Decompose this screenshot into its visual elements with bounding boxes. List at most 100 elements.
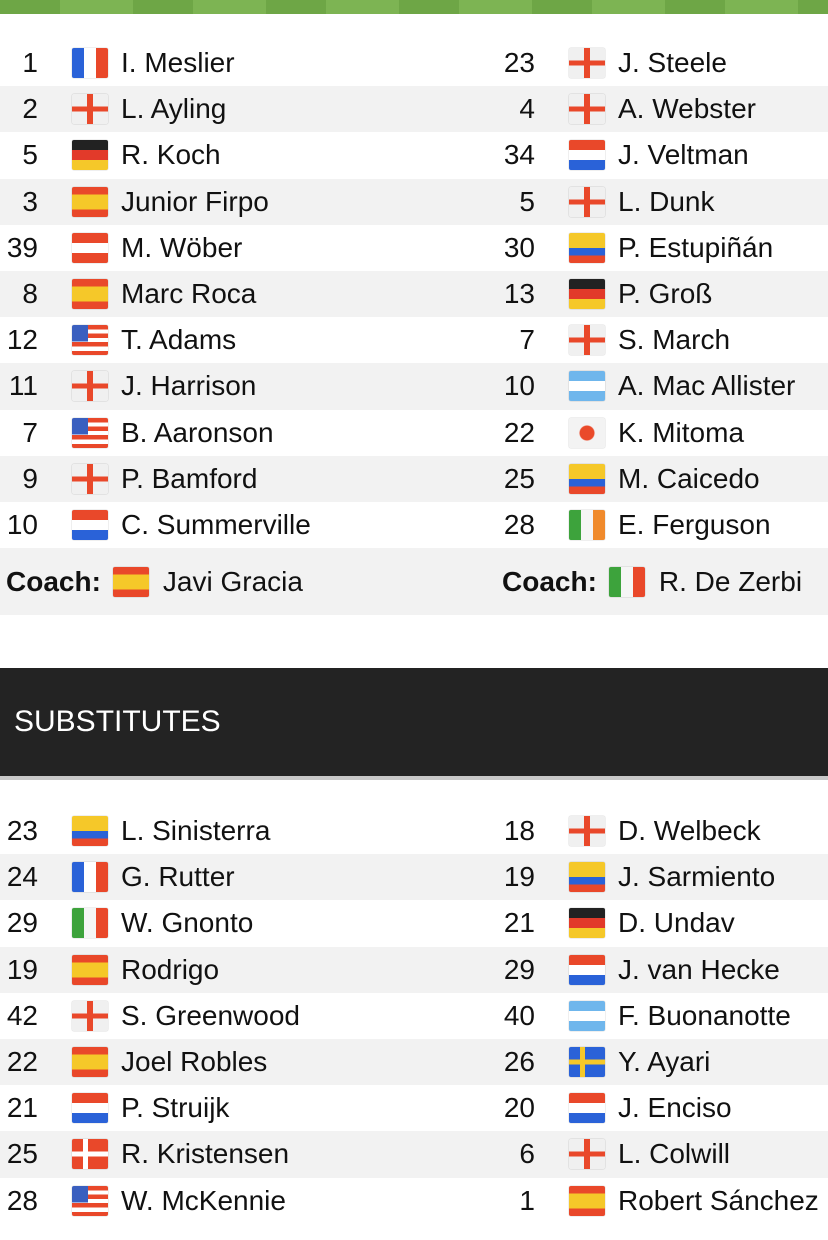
player-row: 19 Rodrigo 29 J. van Hecke bbox=[0, 946, 828, 993]
player-name[interactable]: M. Wöber bbox=[121, 231, 243, 263]
ar-flag-icon bbox=[569, 371, 605, 402]
player-name[interactable]: G. Rutter bbox=[121, 861, 235, 893]
away-player: 5 L. Dunk bbox=[414, 179, 828, 225]
player-name[interactable]: Junior Firpo bbox=[121, 185, 269, 217]
shirt-number: 10 bbox=[503, 370, 535, 402]
player-name[interactable]: C. Summerville bbox=[121, 508, 311, 540]
player-row: 22 Joel Robles 26 Y. Ayari bbox=[0, 1038, 828, 1086]
en-flag-icon bbox=[569, 1139, 605, 1170]
home-player: 23 L. Sinisterra bbox=[0, 808, 414, 854]
player-row: 10 C. Summerville 28 E. Ferguson bbox=[0, 502, 828, 548]
at-flag-icon bbox=[72, 232, 108, 263]
shirt-number: 25 bbox=[503, 462, 535, 494]
player-name[interactable]: W. Gnonto bbox=[121, 907, 254, 939]
en-flag-icon bbox=[72, 1000, 108, 1031]
player-name[interactable]: P. Estupiñán bbox=[618, 231, 774, 263]
substitutes-header: SUBSTITUTES bbox=[0, 668, 828, 780]
nl-flag-icon bbox=[72, 1093, 108, 1124]
it-flag-icon bbox=[72, 908, 108, 939]
player-name[interactable]: B. Aaronson bbox=[121, 416, 274, 448]
away-player: 1 Robert Sánchez bbox=[414, 1178, 828, 1224]
player-name[interactable]: Rodrigo bbox=[121, 953, 220, 985]
shirt-number: 5 bbox=[22, 139, 38, 171]
shirt-number: 20 bbox=[503, 1092, 535, 1124]
player-name[interactable]: K. Mitoma bbox=[618, 416, 745, 448]
ar-flag-icon bbox=[569, 1000, 605, 1031]
shirt-number: 21 bbox=[6, 1092, 38, 1124]
player-name[interactable]: A. Webster bbox=[618, 93, 756, 125]
player-name[interactable]: S. Greenwood bbox=[121, 999, 300, 1031]
away-coach-name[interactable]: R. De Zerbi bbox=[658, 565, 803, 597]
player-row: 9 P. Bamford 25 M. Caicedo bbox=[0, 455, 828, 502]
player-name[interactable]: R. Koch bbox=[121, 139, 221, 171]
shirt-number: 22 bbox=[503, 416, 535, 448]
player-name[interactable]: Marc Roca bbox=[121, 278, 257, 310]
player-name[interactable]: J. Enciso bbox=[618, 1092, 732, 1124]
player-name[interactable]: D. Undav bbox=[618, 907, 735, 939]
shirt-number: 10 bbox=[6, 508, 38, 540]
player-name[interactable]: M. Caicedo bbox=[618, 462, 760, 494]
ec-flag-icon bbox=[569, 862, 605, 893]
es-flag-icon bbox=[72, 954, 108, 985]
away-player: 6 L. Colwill bbox=[414, 1131, 828, 1177]
shirt-number: 21 bbox=[503, 907, 535, 939]
dk-flag-icon bbox=[72, 1139, 108, 1170]
ec-flag-icon bbox=[569, 232, 605, 263]
away-player: 28 E. Ferguson bbox=[414, 502, 828, 548]
lineup-table: 1 I. Meslier 23 J. Steele 2 L. Ayling 4 A. Webs… bbox=[0, 40, 828, 548]
es-flag-icon bbox=[72, 1047, 108, 1078]
shirt-number: 8 bbox=[22, 278, 38, 310]
substitutes-table: 23 L. Sinisterra 18 D. Welbeck 24 G. Rutter 19… bbox=[0, 808, 828, 1224]
player-name[interactable]: L. Ayling bbox=[121, 93, 227, 125]
shirt-number: 4 bbox=[519, 93, 535, 125]
home-player: 19 Rodrigo bbox=[0, 947, 414, 993]
player-row: 2 L. Ayling 4 A. Webster bbox=[0, 86, 828, 133]
home-player: 9 P. Bamford bbox=[0, 456, 414, 502]
player-name[interactable]: J. Veltman bbox=[618, 139, 749, 171]
player-row: 28 W. McKennie 1 Robert Sánchez bbox=[0, 1178, 828, 1224]
nl-flag-icon bbox=[569, 140, 605, 171]
home-player: 22 Joel Robles bbox=[0, 1039, 414, 1085]
player-name[interactable]: P. Struijk bbox=[121, 1092, 230, 1124]
away-player: 34 J. Veltman bbox=[414, 132, 828, 178]
player-name[interactable]: E. Ferguson bbox=[618, 508, 771, 540]
home-coach-name[interactable]: Javi Gracia bbox=[162, 565, 303, 597]
player-name[interactable]: J. Steele bbox=[618, 47, 727, 79]
player-name[interactable]: L. Sinisterra bbox=[121, 815, 271, 847]
player-name[interactable]: W. McKennie bbox=[121, 1184, 286, 1216]
shirt-number: 29 bbox=[6, 907, 38, 939]
player-name[interactable]: Joel Robles bbox=[121, 1046, 268, 1078]
away-player: 40 F. Buonanotte bbox=[414, 993, 828, 1039]
shirt-number: 3 bbox=[22, 185, 38, 217]
es-flag-icon bbox=[569, 1185, 605, 1216]
player-name[interactable]: P. Groß bbox=[618, 278, 713, 310]
home-player: 7 B. Aaronson bbox=[0, 410, 414, 456]
player-name[interactable]: J. Harrison bbox=[121, 370, 257, 402]
shirt-number: 12 bbox=[6, 324, 38, 356]
player-row: 3 Junior Firpo 5 L. Dunk bbox=[0, 178, 828, 225]
shirt-number: 19 bbox=[6, 953, 38, 985]
player-name[interactable]: J. van Hecke bbox=[618, 953, 780, 985]
player-name[interactable]: L. Dunk bbox=[618, 185, 715, 217]
player-name[interactable]: L. Colwill bbox=[618, 1138, 731, 1170]
player-name[interactable]: R. Kristensen bbox=[121, 1138, 290, 1170]
shirt-number: 40 bbox=[503, 999, 535, 1031]
player-name[interactable]: Y. Ayari bbox=[618, 1046, 711, 1078]
player-name[interactable]: S. March bbox=[618, 324, 731, 356]
player-name[interactable]: A. Mac Allister bbox=[618, 370, 796, 402]
player-name[interactable]: I. Meslier bbox=[121, 47, 235, 79]
player-name[interactable]: F. Buonanotte bbox=[618, 999, 791, 1031]
home-player: 39 M. Wöber bbox=[0, 225, 414, 271]
coach-label: Coach: bbox=[502, 565, 597, 597]
player-name[interactable]: J. Sarmiento bbox=[618, 861, 776, 893]
home-player: 28 W. McKennie bbox=[0, 1178, 414, 1224]
player-name[interactable]: T. Adams bbox=[121, 324, 237, 356]
es-flag-icon bbox=[72, 279, 108, 310]
away-player: 10 A. Mac Allister bbox=[414, 363, 828, 409]
player-name[interactable]: D. Welbeck bbox=[618, 815, 761, 847]
ec-flag-icon bbox=[569, 463, 605, 494]
away-player: 25 M. Caicedo bbox=[414, 456, 828, 502]
player-name[interactable]: Robert Sánchez bbox=[618, 1184, 819, 1216]
shirt-number: 1 bbox=[519, 1184, 535, 1216]
player-name[interactable]: P. Bamford bbox=[121, 462, 258, 494]
